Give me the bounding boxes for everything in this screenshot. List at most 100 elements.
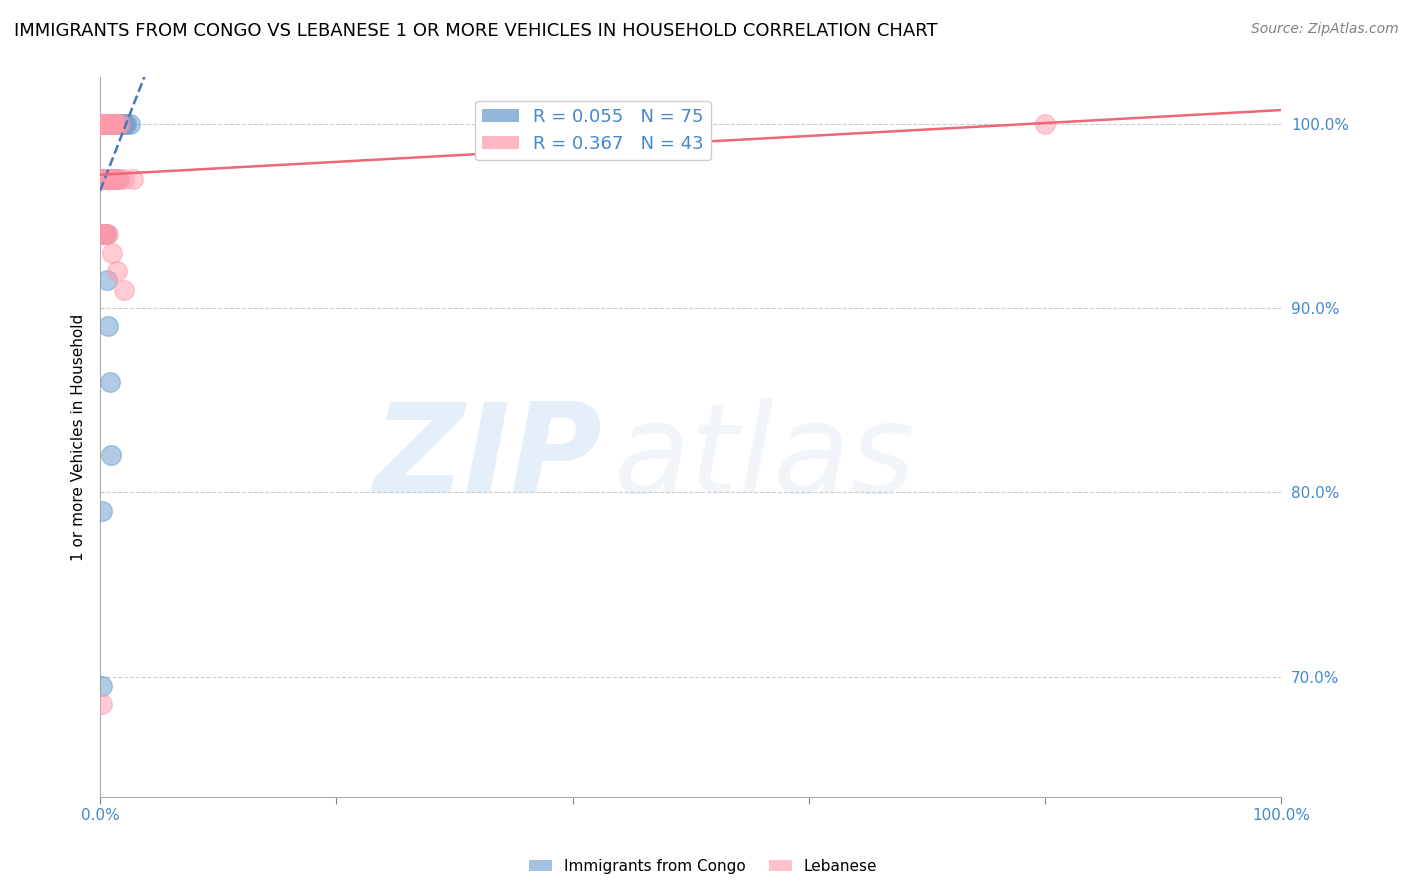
Point xyxy=(91,117,114,131)
Point xyxy=(94,227,117,242)
Point xyxy=(100,449,122,463)
Point xyxy=(93,117,115,131)
Point xyxy=(93,117,115,131)
Point xyxy=(91,117,114,131)
Point xyxy=(103,117,125,131)
Point xyxy=(91,117,114,131)
Point xyxy=(94,117,117,131)
Point xyxy=(108,117,131,131)
Point xyxy=(93,227,115,242)
Point xyxy=(94,172,117,186)
Point xyxy=(97,172,120,186)
Text: ZIP: ZIP xyxy=(373,398,602,519)
Point xyxy=(112,172,135,186)
Point xyxy=(91,117,114,131)
Point xyxy=(97,117,120,131)
Point xyxy=(101,172,124,186)
Point xyxy=(93,117,115,131)
Point xyxy=(108,172,131,186)
Point xyxy=(94,227,117,242)
Legend: R = 0.055   N = 75, R = 0.367   N = 43: R = 0.055 N = 75, R = 0.367 N = 43 xyxy=(475,101,711,161)
Point xyxy=(112,117,135,131)
Point xyxy=(96,117,118,131)
Point xyxy=(105,117,128,131)
Point xyxy=(93,117,115,131)
Point xyxy=(93,227,115,242)
Point xyxy=(93,117,115,131)
Point xyxy=(96,117,118,131)
Point xyxy=(94,172,117,186)
Point xyxy=(100,172,122,186)
Point xyxy=(94,172,117,186)
Point xyxy=(107,172,129,186)
Point xyxy=(91,172,114,186)
Point xyxy=(94,172,117,186)
Point xyxy=(94,117,117,131)
Point xyxy=(94,117,117,131)
Point xyxy=(94,227,117,242)
Point xyxy=(93,172,115,186)
Point xyxy=(97,319,120,334)
Point xyxy=(94,117,117,131)
Point xyxy=(107,117,129,131)
Point xyxy=(94,117,117,131)
Point xyxy=(104,172,127,186)
Point xyxy=(112,283,135,297)
Point xyxy=(100,117,122,131)
Point xyxy=(93,117,115,131)
Point xyxy=(1033,117,1056,131)
Point xyxy=(93,117,115,131)
Point xyxy=(94,117,117,131)
Point xyxy=(101,117,124,131)
Point xyxy=(98,375,121,389)
Point xyxy=(101,117,124,131)
Point xyxy=(97,117,120,131)
Point xyxy=(91,698,114,712)
Point xyxy=(100,117,122,131)
Point xyxy=(96,117,118,131)
Point xyxy=(101,172,124,186)
Point xyxy=(104,117,127,131)
Point xyxy=(94,172,117,186)
Text: IMMIGRANTS FROM CONGO VS LEBANESE 1 OR MORE VEHICLES IN HOUSEHOLD CORRELATION CH: IMMIGRANTS FROM CONGO VS LEBANESE 1 OR M… xyxy=(14,22,938,40)
Point xyxy=(97,117,120,131)
Point xyxy=(91,117,114,131)
Point xyxy=(94,117,117,131)
Point xyxy=(93,117,115,131)
Point xyxy=(91,117,114,131)
Point xyxy=(94,117,117,131)
Point xyxy=(118,117,141,131)
Point xyxy=(101,117,124,131)
Point xyxy=(91,504,114,518)
Point xyxy=(122,172,145,186)
Point xyxy=(98,117,121,131)
Text: atlas: atlas xyxy=(614,398,915,519)
Point xyxy=(97,172,120,186)
Point xyxy=(94,117,117,131)
Point xyxy=(96,172,118,186)
Point xyxy=(93,117,115,131)
Point xyxy=(105,264,128,278)
Point xyxy=(101,172,124,186)
Point xyxy=(101,245,124,260)
Point xyxy=(100,172,122,186)
Point xyxy=(107,117,129,131)
Point xyxy=(115,117,138,131)
Point xyxy=(98,117,121,131)
Text: Source: ZipAtlas.com: Source: ZipAtlas.com xyxy=(1251,22,1399,37)
Point xyxy=(93,117,115,131)
Point xyxy=(98,172,121,186)
Point xyxy=(96,273,118,287)
Legend: Immigrants from Congo, Lebanese: Immigrants from Congo, Lebanese xyxy=(523,853,883,880)
Point xyxy=(98,117,121,131)
Point xyxy=(94,117,117,131)
Point xyxy=(94,172,117,186)
Point xyxy=(110,117,132,131)
Point xyxy=(101,117,124,131)
Point xyxy=(93,172,115,186)
Point xyxy=(101,117,124,131)
Point xyxy=(104,172,127,186)
Point xyxy=(103,172,125,186)
Point xyxy=(93,117,115,131)
Point xyxy=(103,117,125,131)
